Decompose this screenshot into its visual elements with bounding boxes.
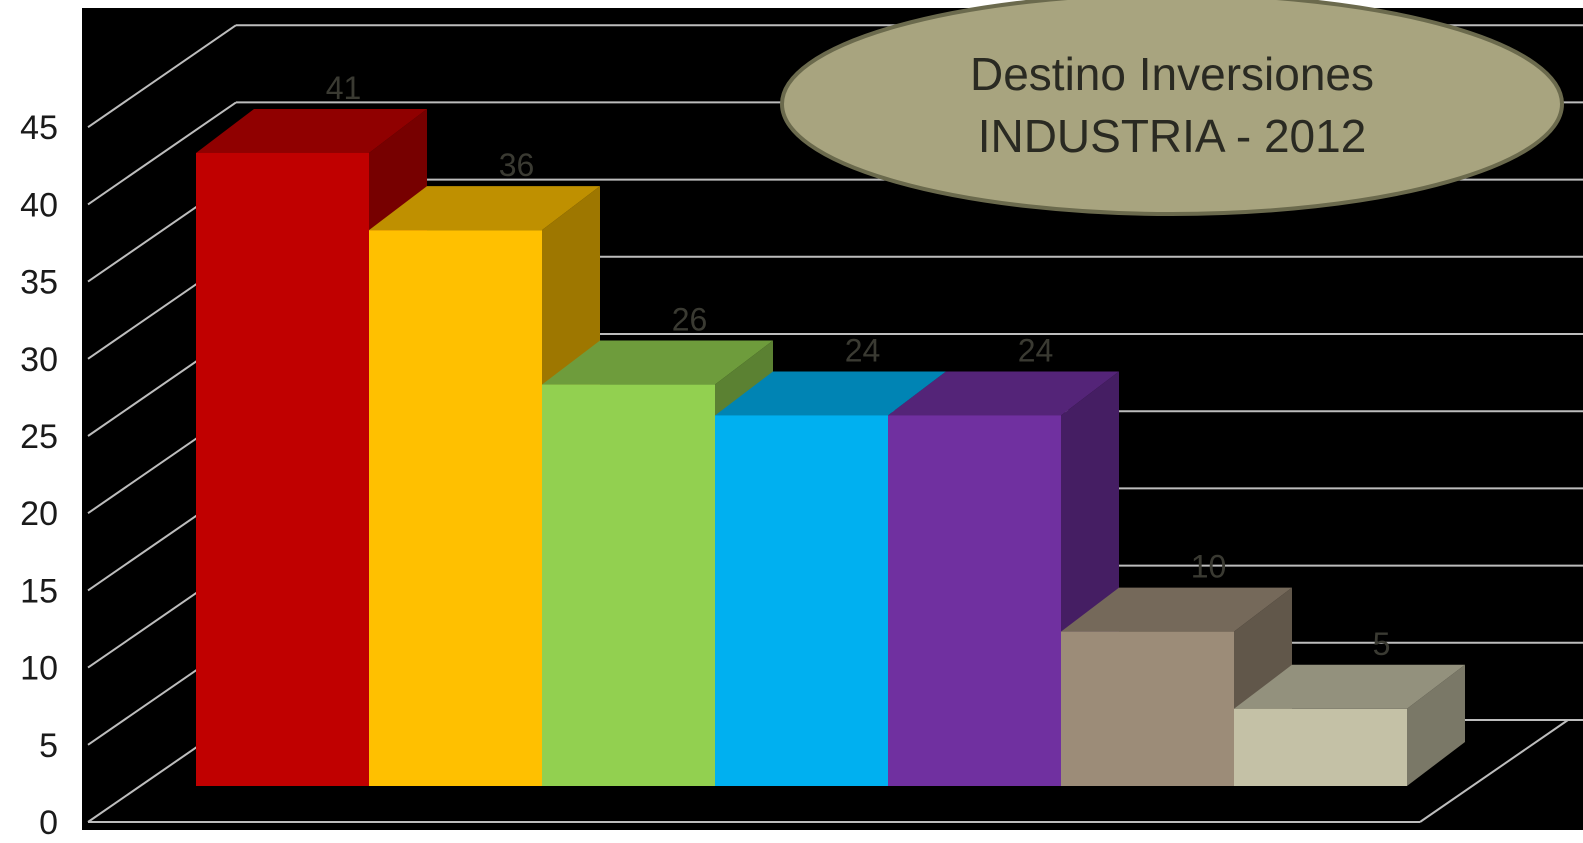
data-label: 24: [845, 332, 881, 368]
y-axis-ticks: 0 5 10 15 20 25 30 35 40 45: [20, 109, 58, 842]
bar-front: [715, 415, 888, 786]
bar-front: [1234, 708, 1407, 786]
gridline-diagonal: [87, 24, 237, 129]
bar-top: [1061, 587, 1292, 632]
bar-top: [196, 108, 427, 153]
data-label: 26: [672, 302, 708, 338]
bar: [888, 371, 1119, 786]
floor-right-edge: [1419, 719, 1569, 823]
data-label: 36: [499, 147, 535, 183]
data-label: 5: [1373, 626, 1391, 662]
bar-top: [715, 371, 946, 416]
title-ellipse: [780, 0, 1564, 216]
y-tick-label: 45: [20, 109, 58, 147]
bar-top: [1234, 664, 1465, 709]
data-label: 24: [1018, 332, 1054, 368]
bar-top: [888, 371, 1119, 416]
y-tick-label: 10: [20, 650, 58, 688]
y-tick-label: 30: [20, 341, 58, 379]
y-tick-label: 35: [20, 264, 58, 302]
y-tick-label: 20: [20, 495, 58, 533]
title-line-2: INDUSTRIA - 2012: [978, 110, 1367, 162]
y-tick-label: 5: [39, 727, 58, 765]
title-line-1: Destino Inversiones: [970, 48, 1374, 100]
data-label: 41: [326, 70, 362, 106]
bar-front: [369, 230, 542, 786]
bar-front: [196, 152, 369, 786]
bars: [196, 108, 1465, 786]
gridline-diagonal: [87, 101, 237, 206]
y-tick-label: 40: [20, 186, 58, 224]
bar-side: [1407, 664, 1465, 786]
bar: [1234, 664, 1465, 786]
y-tick-label: 0: [39, 804, 58, 842]
data-label: 10: [1191, 549, 1227, 585]
y-tick-label: 25: [20, 418, 58, 456]
bar-top: [369, 186, 600, 231]
data-labels: 41 36 26 24 24 10 5: [326, 70, 1391, 662]
bar-top: [542, 340, 773, 385]
chart-title: Destino Inversiones INDUSTRIA - 2012: [780, 0, 1564, 216]
bar-front: [888, 415, 1061, 786]
bar-front: [542, 384, 715, 786]
bar-front: [1061, 631, 1234, 786]
y-tick-label: 15: [20, 572, 58, 610]
